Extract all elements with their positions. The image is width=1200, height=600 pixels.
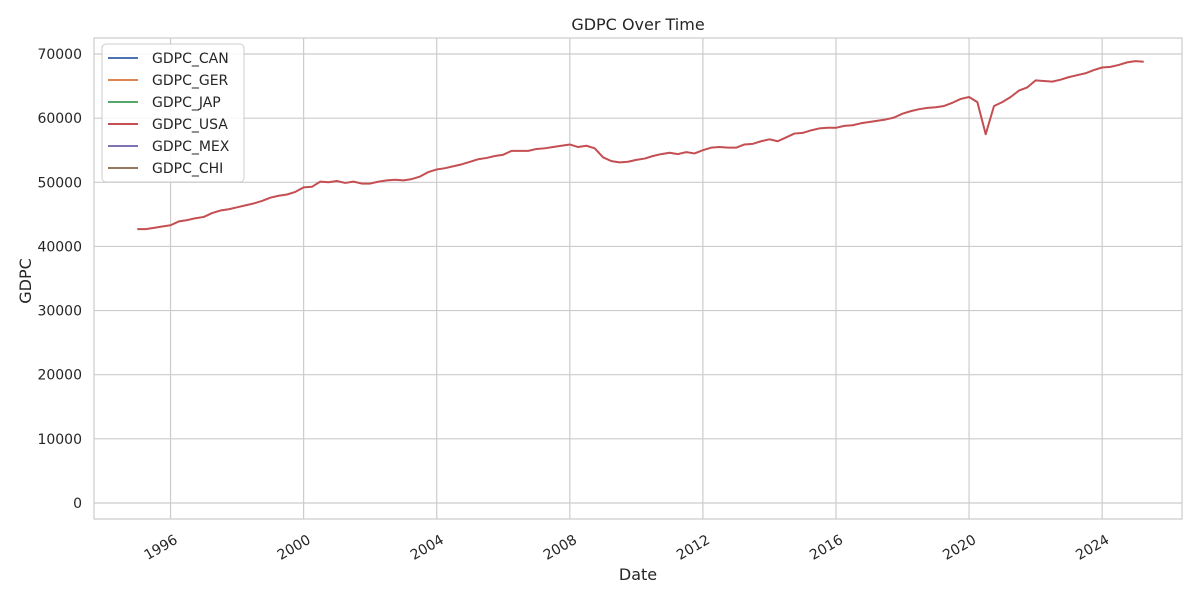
y-tick-label: 70000 — [37, 47, 82, 63]
legend-box — [101, 43, 245, 183]
legend-label: GDPC_CHI — [152, 161, 223, 177]
legend-label: GDPC_USA — [152, 117, 228, 133]
x-axis-label: Date — [619, 565, 657, 584]
y-tick-label: 10000 — [37, 432, 82, 448]
plot-background — [94, 38, 1182, 519]
y-axis-label: GDPC — [16, 258, 35, 304]
y-tick-label: 40000 — [37, 239, 82, 255]
grid-lines — [94, 38, 1182, 519]
legend-label: GDPC_JAP — [152, 95, 221, 111]
y-axis-ticks: 0 10000 20000 30000 40000 50000 60000 70000 — [37, 47, 82, 512]
legend-label: GDPC_MEX — [152, 139, 230, 155]
chart-title: GDPC Over Time — [571, 15, 704, 34]
plot-area — [93, 37, 1183, 520]
y-tick-label: 0 — [73, 496, 82, 512]
series-layer — [137, 60, 1144, 231]
y-tick-label: 20000 — [37, 368, 82, 384]
y-tick-label: 30000 — [37, 304, 82, 320]
y-tick-label: 60000 — [37, 111, 82, 127]
legend-label: GDPC_GER — [152, 73, 229, 89]
plot-frame — [93, 37, 1183, 520]
y-tick-label: 50000 — [37, 175, 82, 191]
series-line-gdpc-usa — [137, 60, 1144, 231]
legend-label: GDPC_CAN — [152, 51, 229, 67]
legend: GDPC_CAN GDPC_GER GDPC_JAP GDPC_USA GDPC_MEX… — [101, 43, 245, 183]
